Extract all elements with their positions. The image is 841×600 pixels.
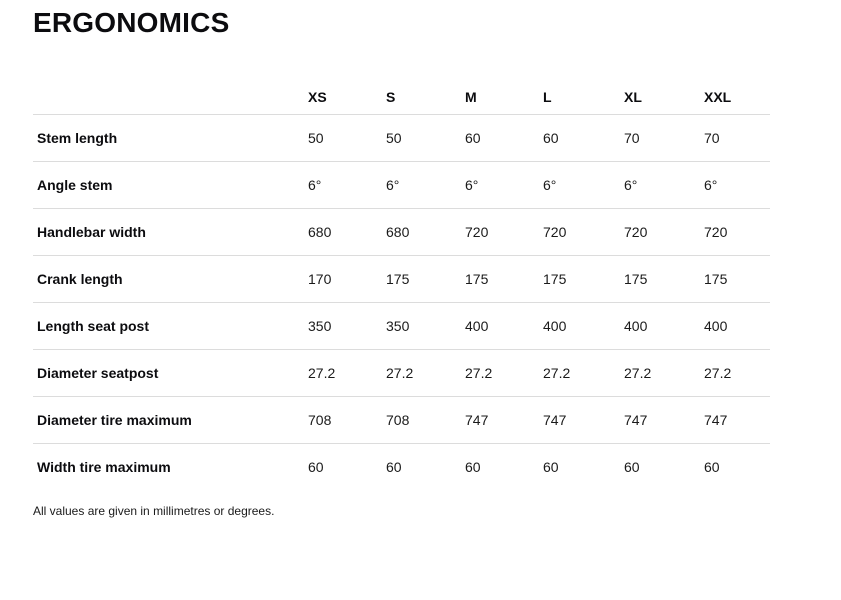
column-header-s: S	[386, 80, 465, 115]
cell: 747	[465, 411, 489, 428]
cell: 400	[465, 317, 489, 334]
cell: 27.2	[543, 364, 571, 381]
cell: 27.2	[624, 364, 652, 381]
cell: 708	[308, 411, 332, 428]
cell: 27.2	[308, 364, 336, 381]
header-empty-cell	[33, 80, 308, 115]
table-footnote: All values are given in millimetres or d…	[33, 504, 275, 518]
cell: 50	[386, 129, 402, 146]
cell: 60	[543, 458, 559, 475]
table-row-handlebar-width: Handlebar width 680 680 720 720 720 720	[33, 208, 770, 255]
cell: 6°	[308, 176, 322, 193]
cell: 720	[624, 223, 648, 240]
table-row-crank-length: Crank length 170 175 175 175 175 175	[33, 255, 770, 302]
cell: 400	[543, 317, 567, 334]
table-row-angle-stem: Angle stem 6° 6° 6° 6° 6° 6°	[33, 161, 770, 208]
cell: 747	[704, 411, 728, 428]
cell: 720	[465, 223, 489, 240]
column-header-xxl: XXL	[704, 80, 770, 115]
cell: 27.2	[386, 364, 414, 381]
cell: 747	[543, 411, 567, 428]
cell: 6°	[386, 176, 400, 193]
cell: 60	[624, 458, 640, 475]
column-header-m: M	[465, 80, 543, 115]
row-label: Stem length	[37, 129, 118, 146]
cell: 70	[624, 129, 640, 146]
column-header-l: L	[543, 80, 624, 115]
table-row-width-tire-maximum: Width tire maximum 60 60 60 60 60 60	[33, 443, 770, 490]
cell: 50	[308, 129, 324, 146]
row-label: Handlebar width	[37, 223, 146, 240]
cell: 175	[704, 270, 728, 287]
cell: 60	[386, 458, 402, 475]
table-row-length-seat-post: Length seat post 350 350 400 400 400 400	[33, 302, 770, 349]
cell: 6°	[704, 176, 718, 193]
cell: 400	[704, 317, 728, 334]
cell: 6°	[543, 176, 557, 193]
cell: 60	[543, 129, 559, 146]
cell: 350	[308, 317, 332, 334]
column-header-xl: XL	[624, 80, 704, 115]
cell: 747	[624, 411, 648, 428]
row-label: Diameter tire maximum	[37, 411, 192, 428]
cell: 175	[624, 270, 648, 287]
cell: 680	[308, 223, 332, 240]
cell: 60	[465, 458, 481, 475]
table-row-diameter-seatpost: Diameter seatpost 27.2 27.2 27.2 27.2 27…	[33, 349, 770, 396]
row-label: Width tire maximum	[37, 458, 171, 475]
cell: 70	[704, 129, 720, 146]
cell: 720	[704, 223, 728, 240]
table-header-row: XS S M L XL XXL	[33, 80, 770, 115]
row-label: Crank length	[37, 270, 123, 287]
column-header-xs: XS	[308, 80, 386, 115]
row-label: Length seat post	[37, 317, 150, 334]
cell: 60	[308, 458, 324, 475]
cell: 60	[465, 129, 481, 146]
page-title: ERGONOMICS	[33, 7, 230, 38]
cell: 720	[543, 223, 567, 240]
cell: 175	[543, 270, 567, 287]
cell: 680	[386, 223, 410, 240]
cell: 60	[704, 458, 720, 475]
cell: 350	[386, 317, 410, 334]
ergonomics-table: XS S M L XL XXL Stem length 50 50 60 60 …	[33, 80, 770, 490]
row-label: Diameter seatpost	[37, 364, 159, 381]
cell: 6°	[465, 176, 479, 193]
cell: 175	[465, 270, 489, 287]
cell: 6°	[624, 176, 638, 193]
table-row-diameter-tire-maximum: Diameter tire maximum 708 708 747 747 74…	[33, 396, 770, 443]
cell: 400	[624, 317, 648, 334]
cell: 708	[386, 411, 410, 428]
row-label: Angle stem	[37, 176, 113, 193]
cell: 175	[386, 270, 410, 287]
table-row-stem-length: Stem length 50 50 60 60 70 70	[33, 114, 770, 161]
cell: 27.2	[465, 364, 493, 381]
cell: 170	[308, 270, 332, 287]
cell: 27.2	[704, 364, 732, 381]
